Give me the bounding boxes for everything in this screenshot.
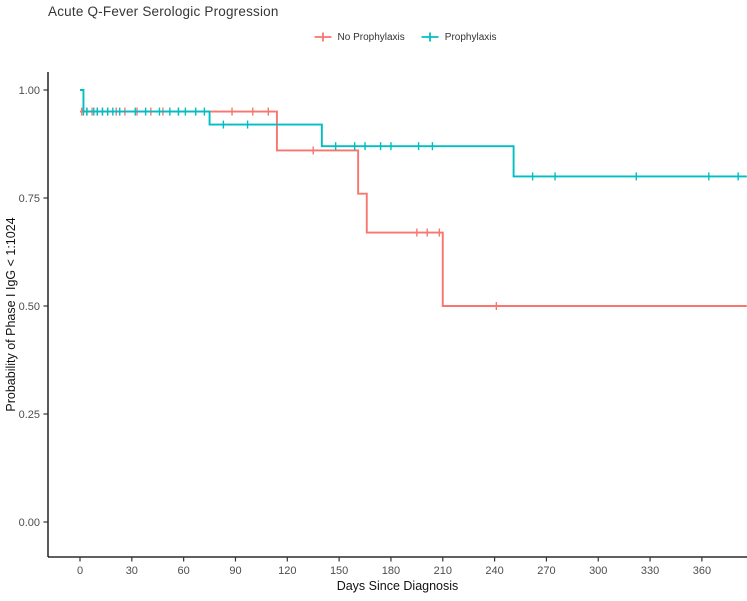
x-tick-label-30: 30	[126, 565, 138, 577]
y-tick-label-1.00: 1.00	[19, 85, 40, 97]
x-tick-label-270: 270	[537, 565, 555, 577]
x-tick-label-0: 0	[77, 565, 83, 577]
legend-label: Prophylaxis	[444, 31, 497, 43]
no-prophylaxis-key-icon	[314, 32, 332, 42]
x-tick-label-240: 240	[485, 565, 503, 577]
x-axis-title: Days Since Diagnosis	[337, 579, 459, 593]
y-axis-title: Probability of Phase I IgG < 1:1024	[4, 217, 18, 411]
legend-label: No Prophylaxis	[337, 31, 405, 43]
y-tick-label-0.00: 0.00	[19, 517, 40, 529]
x-tick-label-120: 120	[278, 565, 296, 577]
prophylaxis-key-icon	[421, 32, 439, 42]
legend: No Prophylaxis Prophylaxis	[314, 31, 497, 43]
x-tick-label-150: 150	[330, 565, 348, 577]
legend-item-prophylaxis: Prophylaxis	[421, 31, 497, 43]
legend-item-no-prophylaxis: No Prophylaxis	[314, 31, 405, 43]
x-tick-label-360: 360	[693, 565, 711, 577]
y-tick-label-0.25: 0.25	[19, 409, 40, 421]
x-tick-label-300: 300	[589, 565, 607, 577]
y-tick-label-0.75: 0.75	[19, 193, 40, 205]
x-tick-label-90: 90	[229, 565, 241, 577]
prophylaxis-curve	[80, 89, 747, 178]
x-tick-label-210: 210	[434, 565, 452, 577]
y-tick-label-0.50: 0.50	[19, 301, 40, 313]
x-tick-label-180: 180	[382, 565, 400, 577]
no-prophylaxis-curve	[80, 110, 747, 307]
x-tick-label-330: 330	[641, 565, 659, 577]
x-tick-label-60: 60	[178, 565, 190, 577]
chart-title: Acute Q-Fever Serologic Progression	[48, 4, 279, 19]
